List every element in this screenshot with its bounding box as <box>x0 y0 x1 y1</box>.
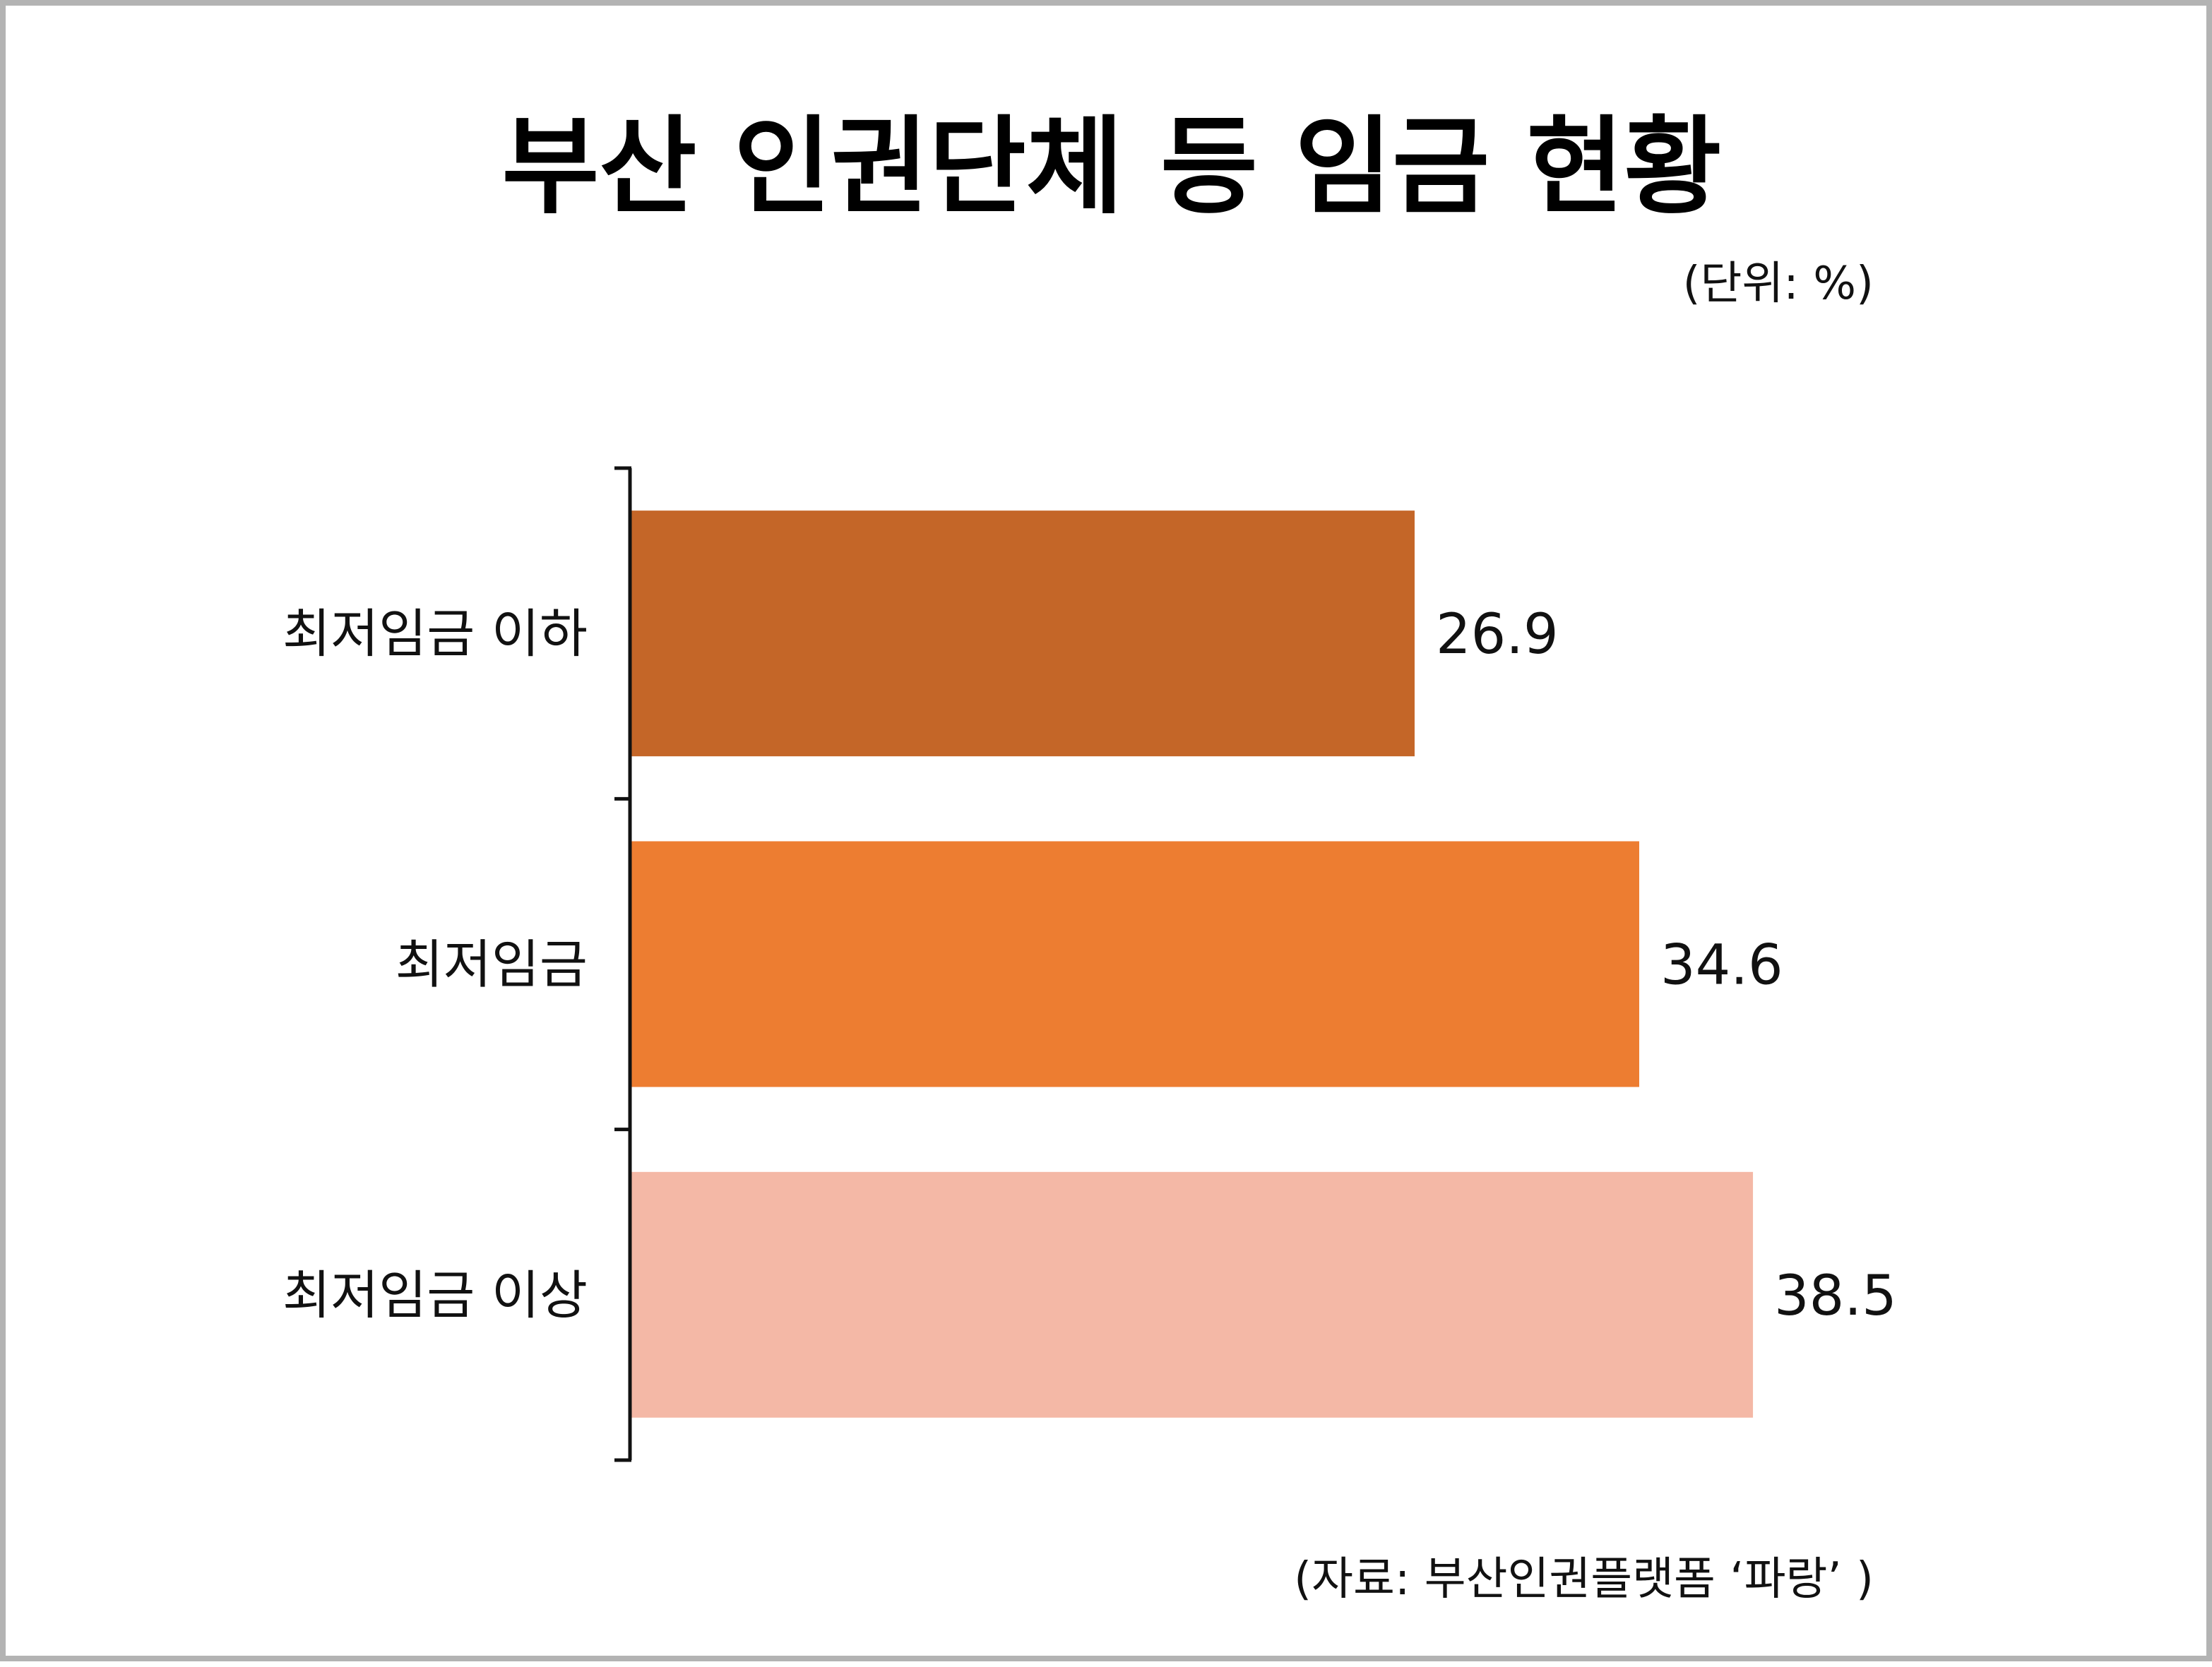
bar-2 <box>630 841 1639 1087</box>
bar-1 <box>630 510 1415 757</box>
source-note: (자료: 부산인권플랫폼 ‘파랑’ ) <box>1294 1553 1874 1606</box>
chart-title: 부산 인권단체 등 임금 현황 <box>502 106 1722 229</box>
value-label-1: 26.9 <box>1436 603 1559 667</box>
bar-chart: 부산 인권단체 등 임금 현황 (단위: %) 최저임금 이하 26.9 최저임금 3… <box>283 106 1897 1606</box>
value-label-3: 38.5 <box>1774 1265 1897 1328</box>
unit-label: (단위: %) <box>1683 258 1874 310</box>
category-label-3: 최저임금 이상 <box>283 1265 588 1326</box>
value-label-2: 34.6 <box>1660 934 1783 998</box>
bar-3 <box>630 1171 1754 1418</box>
plot-area: 최저임금 이하 26.9 최저임금 34.6 최저임금 이상 38.5 <box>283 466 1897 1462</box>
category-label-2: 최저임금 <box>396 935 588 996</box>
category-label-1: 최저임금 이하 <box>283 604 588 664</box>
